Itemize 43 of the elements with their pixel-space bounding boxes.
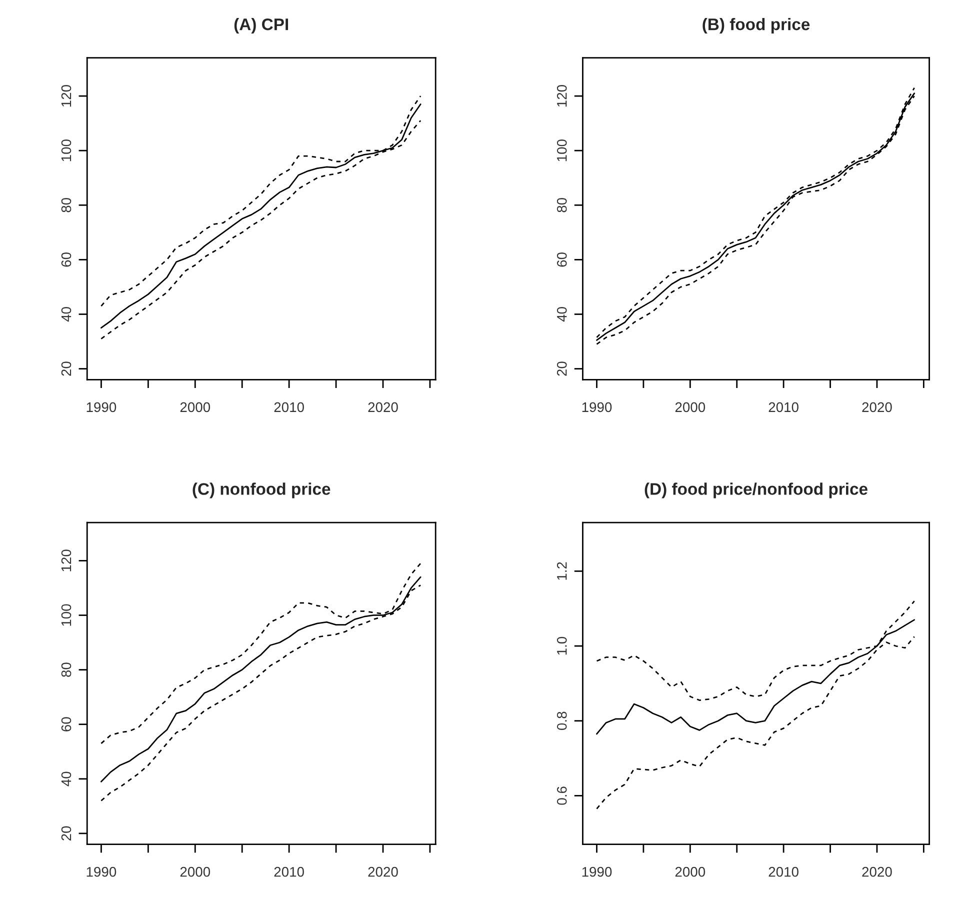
x-tick-label: 2020 [862,866,892,877]
y-tick-label: 40 [556,307,567,322]
line-series [596,636,916,810]
y-tick-label: 100 [61,140,72,162]
x-tick-label: 2010 [274,402,304,412]
y-tick-label: 0.8 [556,712,567,730]
y-tick-label: 60 [61,717,72,732]
y-tick-label: 60 [61,252,72,267]
x-tick-label: 1990 [582,402,612,412]
y-tick-label: 80 [61,662,72,677]
y-tick-label: 1.0 [556,636,567,655]
x-tick-label: 2000 [675,402,706,412]
y-tick-label: 100 [61,604,72,626]
x-tick-label: 1990 [582,866,612,877]
y-tick-label: 120 [61,550,72,572]
x-tick-label: 2000 [180,402,210,412]
x-tick-label: 2010 [768,402,798,412]
chart-title: (C) nonfood price [192,482,330,498]
x-tick-label: 1990 [86,402,116,412]
y-tick-label: 80 [556,198,567,212]
y-tick-label: 120 [556,84,567,107]
y-tick-label: 20 [61,362,72,376]
chart-title: (B) food price [702,18,810,34]
chart-title: (A) CPI [234,18,288,34]
x-tick-label: 2010 [768,866,798,877]
y-tick-label: 20 [61,826,72,840]
y-tick-label: 1.2 [556,562,567,580]
y-tick-label: 120 [61,84,72,107]
y-tick-label: 100 [556,140,567,162]
y-tick-label: 20 [556,362,567,376]
y-tick-label: 40 [61,772,72,786]
y-tick-label: 40 [61,307,72,322]
y-tick-label: 60 [556,252,567,267]
x-tick-label: 2020 [368,402,398,412]
x-tick-label: 1990 [86,866,116,877]
x-tick-label: 2000 [180,866,210,877]
x-tick-label: 2000 [675,866,706,877]
chart-title: (D) food price/nonfood price [644,482,868,498]
y-tick-label: 0.6 [556,786,567,805]
x-tick-label: 2020 [368,866,398,877]
y-tick-label: 80 [61,198,72,212]
x-tick-label: 2020 [862,402,892,412]
x-tick-label: 2010 [274,866,304,877]
